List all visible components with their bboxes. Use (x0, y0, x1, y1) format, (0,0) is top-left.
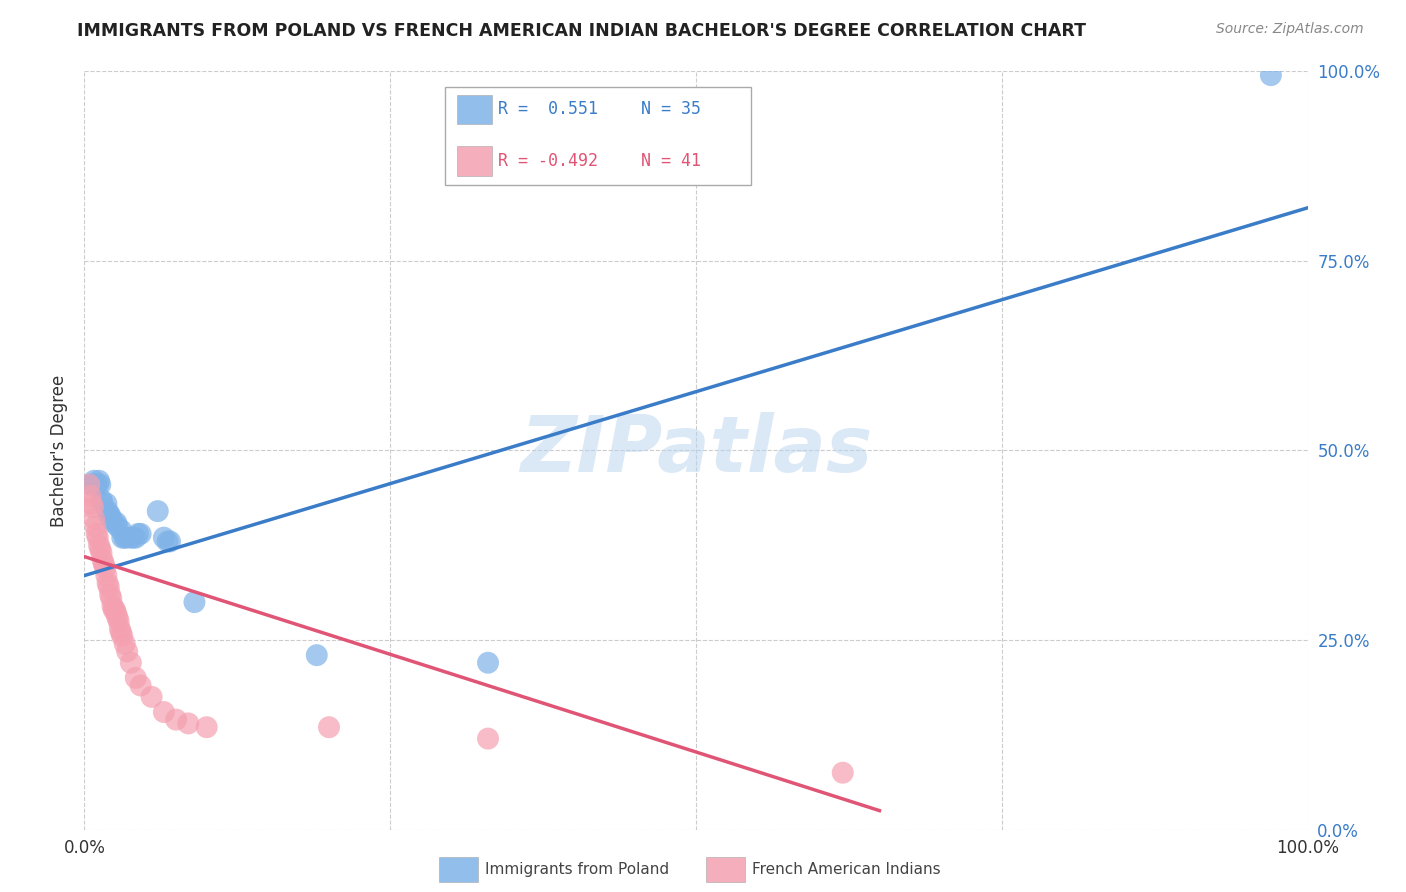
Point (110, 523, 132, 537)
Text: French American Indians: French American Indians (752, 863, 941, 877)
Point (82, 477, 104, 491)
Point (86, 477, 108, 491)
Point (115, 644, 138, 658)
Y-axis label: Bachelor's Degree: Bachelor's Degree (49, 375, 67, 526)
Point (177, 716, 200, 731)
Point (97, 576, 120, 591)
Point (80, 496, 103, 510)
Text: Immigrants from Poland: Immigrants from Poland (485, 863, 669, 877)
Point (94, 561, 117, 575)
Point (108, 622, 131, 636)
Point (156, 534, 179, 549)
Point (141, 690, 163, 704)
Text: Source: ZipAtlas.com: Source: ZipAtlas.com (1216, 22, 1364, 37)
Text: ZIPatlas: ZIPatlas (520, 412, 872, 489)
Text: R =  0.551: R = 0.551 (498, 101, 598, 119)
Point (86, 526, 108, 541)
FancyBboxPatch shape (457, 146, 492, 176)
Point (127, 526, 149, 541)
Point (159, 534, 181, 549)
Point (77, 477, 100, 491)
Point (90, 492, 112, 507)
Point (120, 656, 142, 670)
Point (115, 531, 138, 545)
Point (82, 500, 104, 515)
Point (114, 531, 136, 545)
Point (103, 603, 125, 617)
Point (318, 720, 340, 734)
Point (107, 614, 129, 628)
Point (96, 568, 118, 582)
Point (87, 477, 110, 491)
FancyBboxPatch shape (446, 87, 751, 186)
Text: R = -0.492: R = -0.492 (498, 152, 598, 169)
Point (97, 504, 120, 518)
Point (122, 531, 145, 545)
Point (477, 656, 499, 670)
Point (84, 477, 107, 491)
Point (129, 526, 152, 541)
Point (114, 637, 136, 651)
Point (129, 678, 152, 692)
Point (100, 512, 122, 526)
Point (831, 765, 853, 780)
FancyBboxPatch shape (457, 95, 492, 124)
Point (97, 508, 120, 522)
Point (96, 496, 118, 510)
Point (477, 731, 499, 746)
Point (83, 474, 105, 488)
Point (305, 648, 328, 662)
Point (111, 629, 134, 643)
Point (97, 580, 120, 594)
Point (125, 671, 148, 685)
Point (87, 531, 110, 545)
Point (111, 531, 134, 545)
Point (91, 553, 114, 567)
Point (183, 595, 205, 609)
Point (89, 477, 111, 491)
Point (87, 474, 110, 488)
Point (90, 546, 112, 560)
Point (103, 516, 125, 530)
Point (120, 531, 142, 545)
Text: N = 35: N = 35 (641, 101, 702, 119)
Point (87, 538, 110, 552)
Point (1260, 68, 1282, 82)
Point (89, 542, 111, 557)
Point (98, 508, 121, 522)
Point (105, 610, 128, 624)
Point (91, 496, 114, 510)
Point (79, 477, 101, 491)
Point (153, 531, 176, 545)
Point (101, 599, 124, 613)
Point (104, 603, 127, 617)
Point (83, 512, 105, 526)
Point (93, 557, 115, 572)
Point (105, 516, 128, 530)
Text: N = 41: N = 41 (641, 152, 702, 169)
Point (195, 720, 218, 734)
Point (105, 519, 128, 533)
Point (125, 531, 148, 545)
Point (153, 705, 176, 719)
Text: IMMIGRANTS FROM POLAND VS FRENCH AMERICAN INDIAN BACHELOR'S DEGREE CORRELATION C: IMMIGRANTS FROM POLAND VS FRENCH AMERICA… (77, 22, 1087, 40)
Point (110, 625, 132, 640)
Point (146, 504, 169, 518)
Point (165, 713, 187, 727)
Point (79, 489, 101, 503)
Point (100, 591, 122, 606)
Point (98, 588, 121, 602)
Point (105, 607, 128, 621)
Point (84, 519, 107, 533)
